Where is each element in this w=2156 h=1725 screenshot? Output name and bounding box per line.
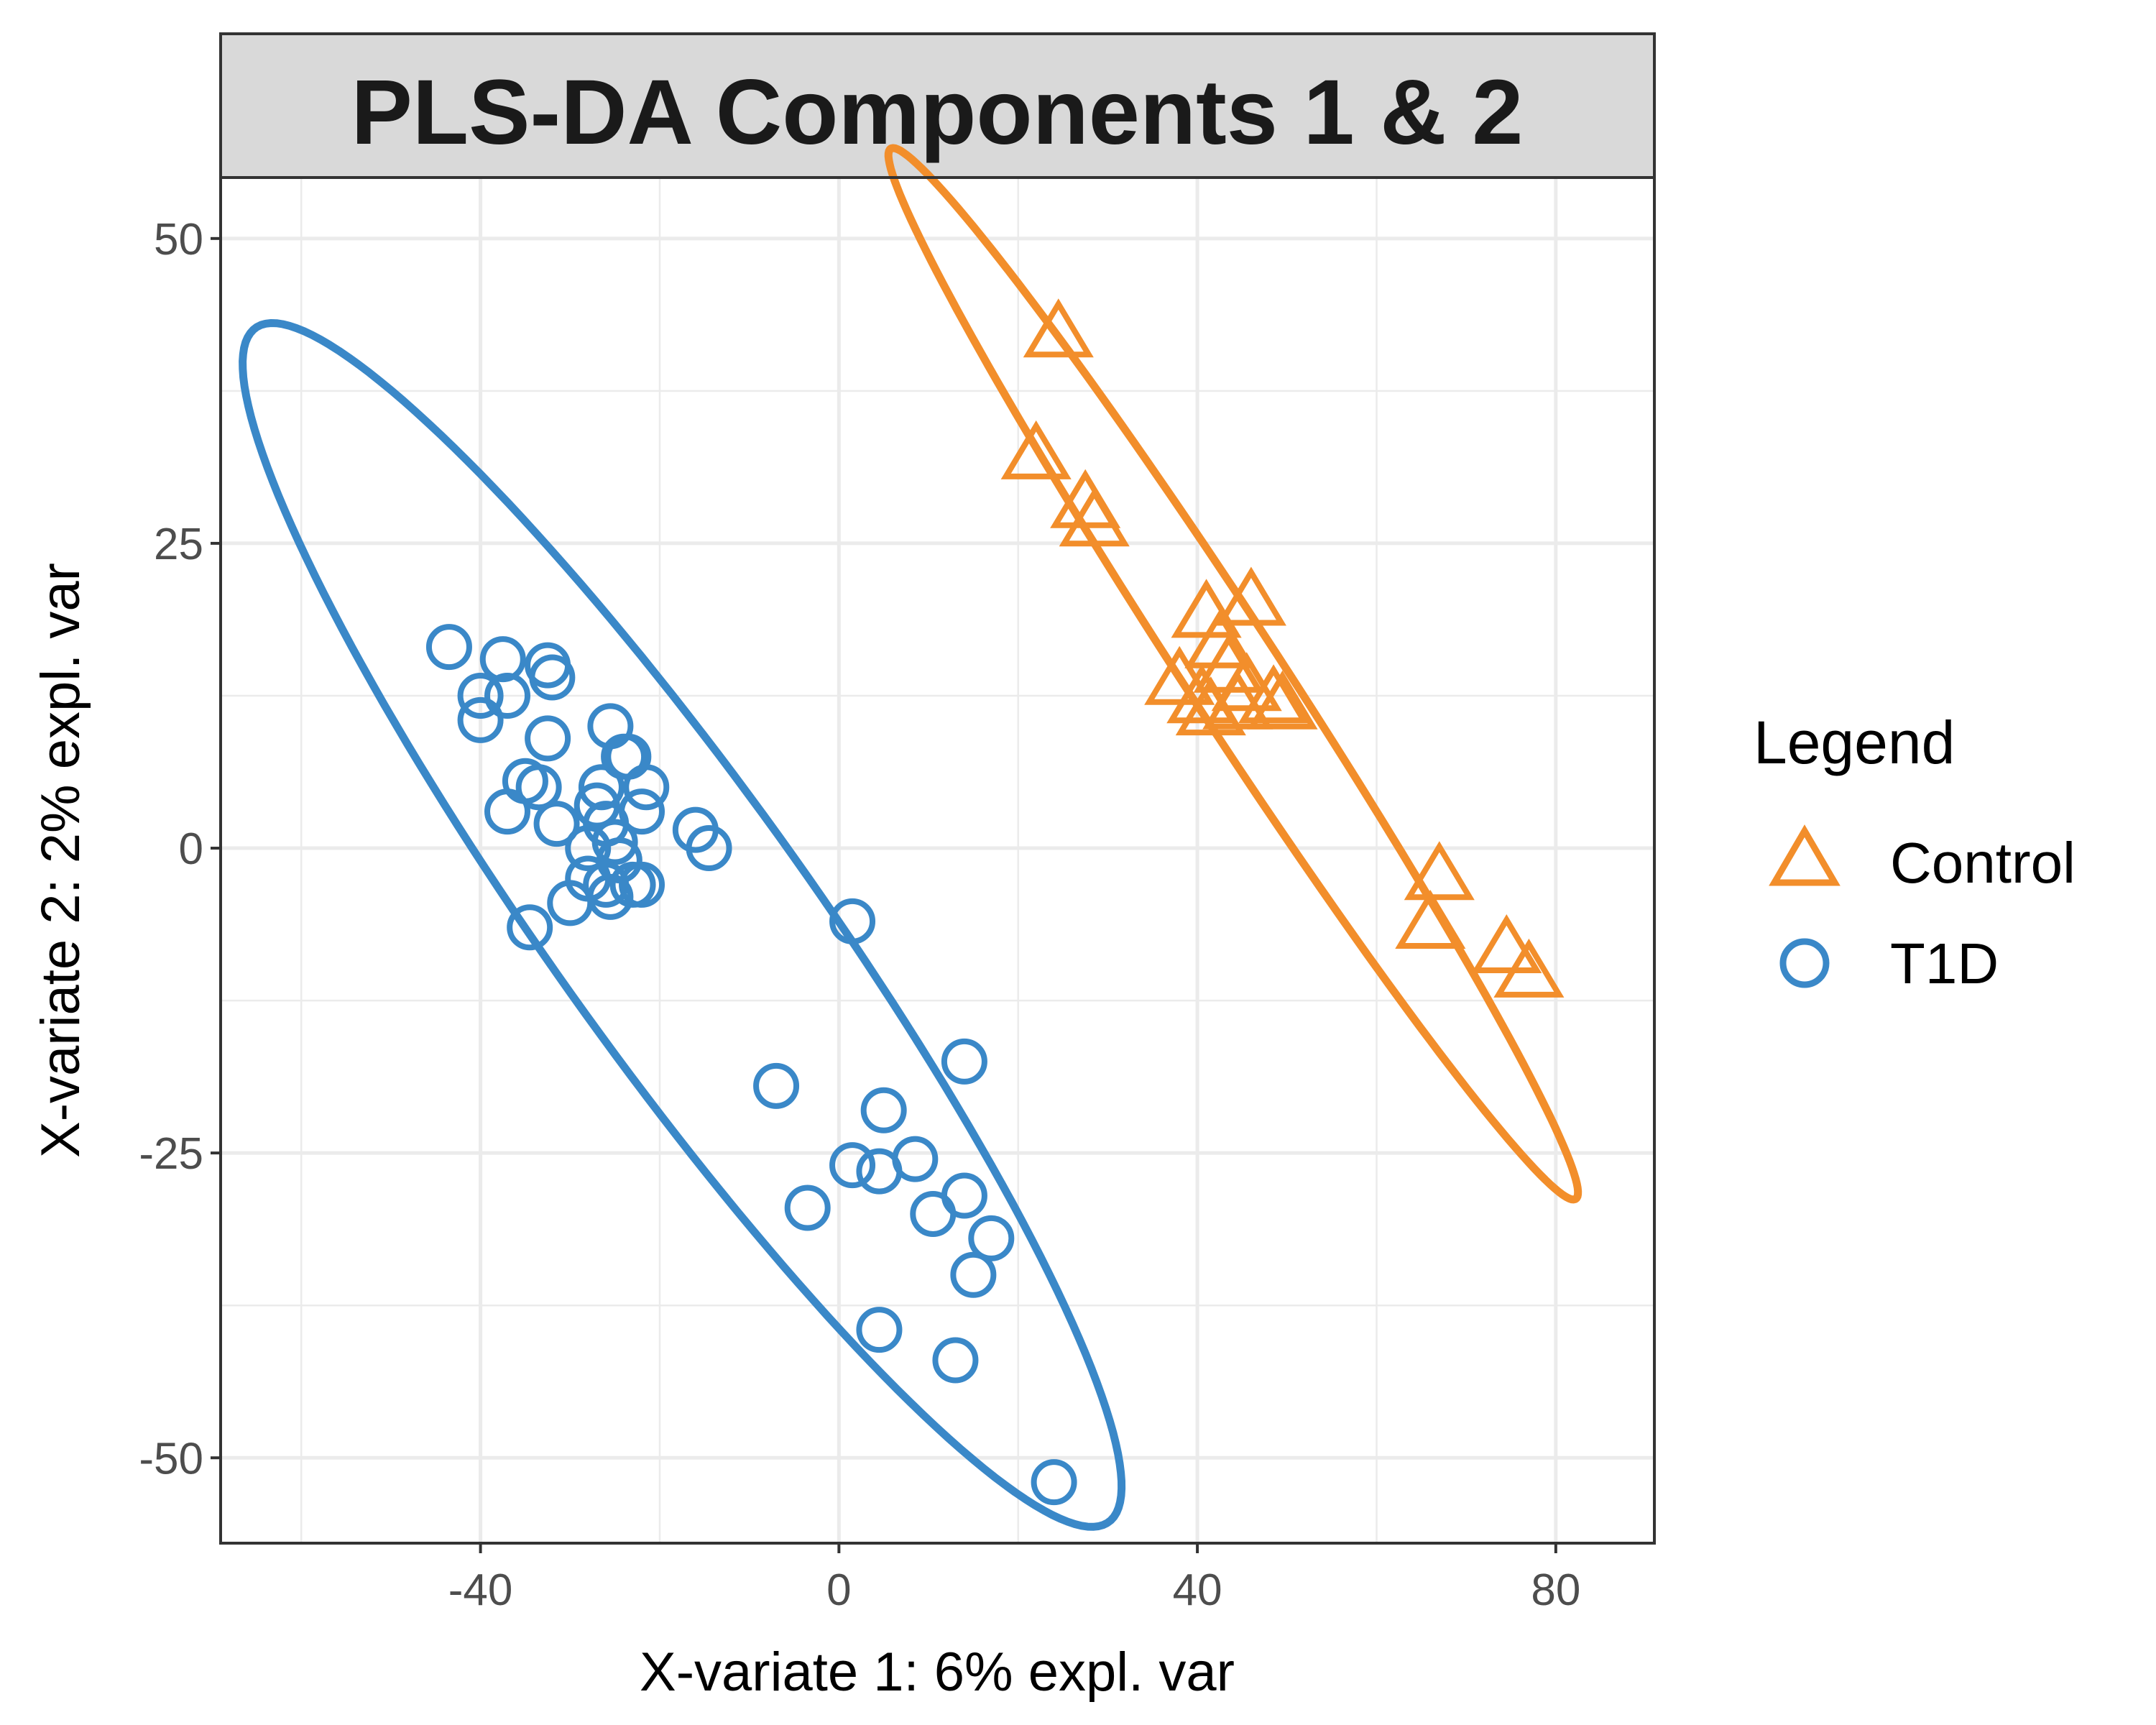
t1d-point bbox=[829, 1142, 876, 1189]
t1d-point bbox=[784, 1184, 831, 1231]
t1d-ellipse bbox=[239, 319, 1126, 1531]
plot-panel bbox=[221, 178, 1654, 1543]
legend-control-triangle-icon bbox=[1769, 824, 1841, 886]
t1d-point bbox=[533, 801, 580, 847]
legend-title: Legend bbox=[1754, 709, 1955, 776]
t1d-point bbox=[457, 672, 504, 719]
y-tick-label: 50 bbox=[154, 215, 203, 264]
t1d-point bbox=[484, 672, 530, 719]
x-tick-label: 0 bbox=[826, 1565, 851, 1615]
x-tick-label: 40 bbox=[1173, 1565, 1222, 1615]
t1d-point bbox=[941, 1038, 987, 1085]
t1d-point bbox=[479, 636, 526, 683]
control-point bbox=[1493, 938, 1565, 998]
control-point bbox=[1404, 841, 1475, 901]
x-tick-label: -40 bbox=[448, 1565, 513, 1615]
y-axis-ticks: 50 25 0 -25 -50 bbox=[139, 215, 221, 1484]
grid-lines bbox=[221, 178, 1654, 1543]
legend: Legend Control T1D bbox=[1754, 709, 2076, 995]
t1d-point bbox=[1031, 1459, 1077, 1506]
t1d-point bbox=[686, 825, 732, 872]
y-tick-label: 25 bbox=[154, 520, 203, 569]
t1d-point bbox=[910, 1190, 957, 1237]
t1d-point bbox=[457, 696, 504, 743]
y-axis-label: X-variate 2: 2% expl. var bbox=[30, 563, 91, 1158]
control-point bbox=[1215, 566, 1286, 626]
control-point bbox=[1059, 487, 1130, 547]
control-point bbox=[1211, 652, 1282, 712]
control-point bbox=[1247, 670, 1318, 730]
t1d-point bbox=[753, 1062, 800, 1109]
x-axis-ticks: -40 0 40 80 bbox=[448, 1543, 1580, 1615]
t1d-point bbox=[856, 1307, 903, 1353]
t1d-point bbox=[932, 1337, 979, 1384]
t1d-point bbox=[507, 904, 553, 951]
t1d-point bbox=[565, 825, 612, 872]
control-point bbox=[1000, 420, 1072, 479]
t1d-point bbox=[619, 861, 665, 908]
y-tick-label: -50 bbox=[139, 1434, 203, 1484]
t1d-point bbox=[484, 788, 530, 835]
t1d-point bbox=[860, 1087, 907, 1133]
t1d-point bbox=[529, 654, 576, 701]
t1d-point bbox=[829, 898, 876, 944]
t1d-point bbox=[525, 715, 571, 762]
y-tick-label: 0 bbox=[179, 824, 203, 874]
t1d-point bbox=[856, 1148, 903, 1195]
control-point bbox=[1471, 914, 1542, 973]
control-point bbox=[1238, 664, 1309, 724]
control-point bbox=[1023, 298, 1094, 358]
t1d-point bbox=[425, 624, 472, 671]
data-points bbox=[425, 298, 1565, 1506]
t1d-point bbox=[950, 1251, 997, 1298]
t1d-point bbox=[587, 873, 634, 920]
plot-panel-border bbox=[219, 176, 1656, 1545]
legend-t1d-circle-icon bbox=[1779, 938, 1830, 988]
t1d-point bbox=[623, 764, 670, 811]
legend-t1d-label: T1D bbox=[1890, 932, 1999, 995]
t1d-point bbox=[591, 819, 638, 865]
y-tick-label: -25 bbox=[139, 1129, 203, 1179]
x-axis-label: X-variate 1: 6% expl. var bbox=[640, 1642, 1235, 1703]
legend-control-label: Control bbox=[1890, 831, 2076, 895]
chart-title: PLS-DA Components 1 & 2 bbox=[351, 61, 1524, 164]
x-tick-label: 80 bbox=[1531, 1565, 1580, 1615]
control-point bbox=[1395, 890, 1466, 949]
title-strip bbox=[219, 32, 1656, 179]
t1d-point bbox=[968, 1215, 1015, 1261]
control-point bbox=[1184, 609, 1256, 668]
t1d-point bbox=[578, 764, 625, 811]
